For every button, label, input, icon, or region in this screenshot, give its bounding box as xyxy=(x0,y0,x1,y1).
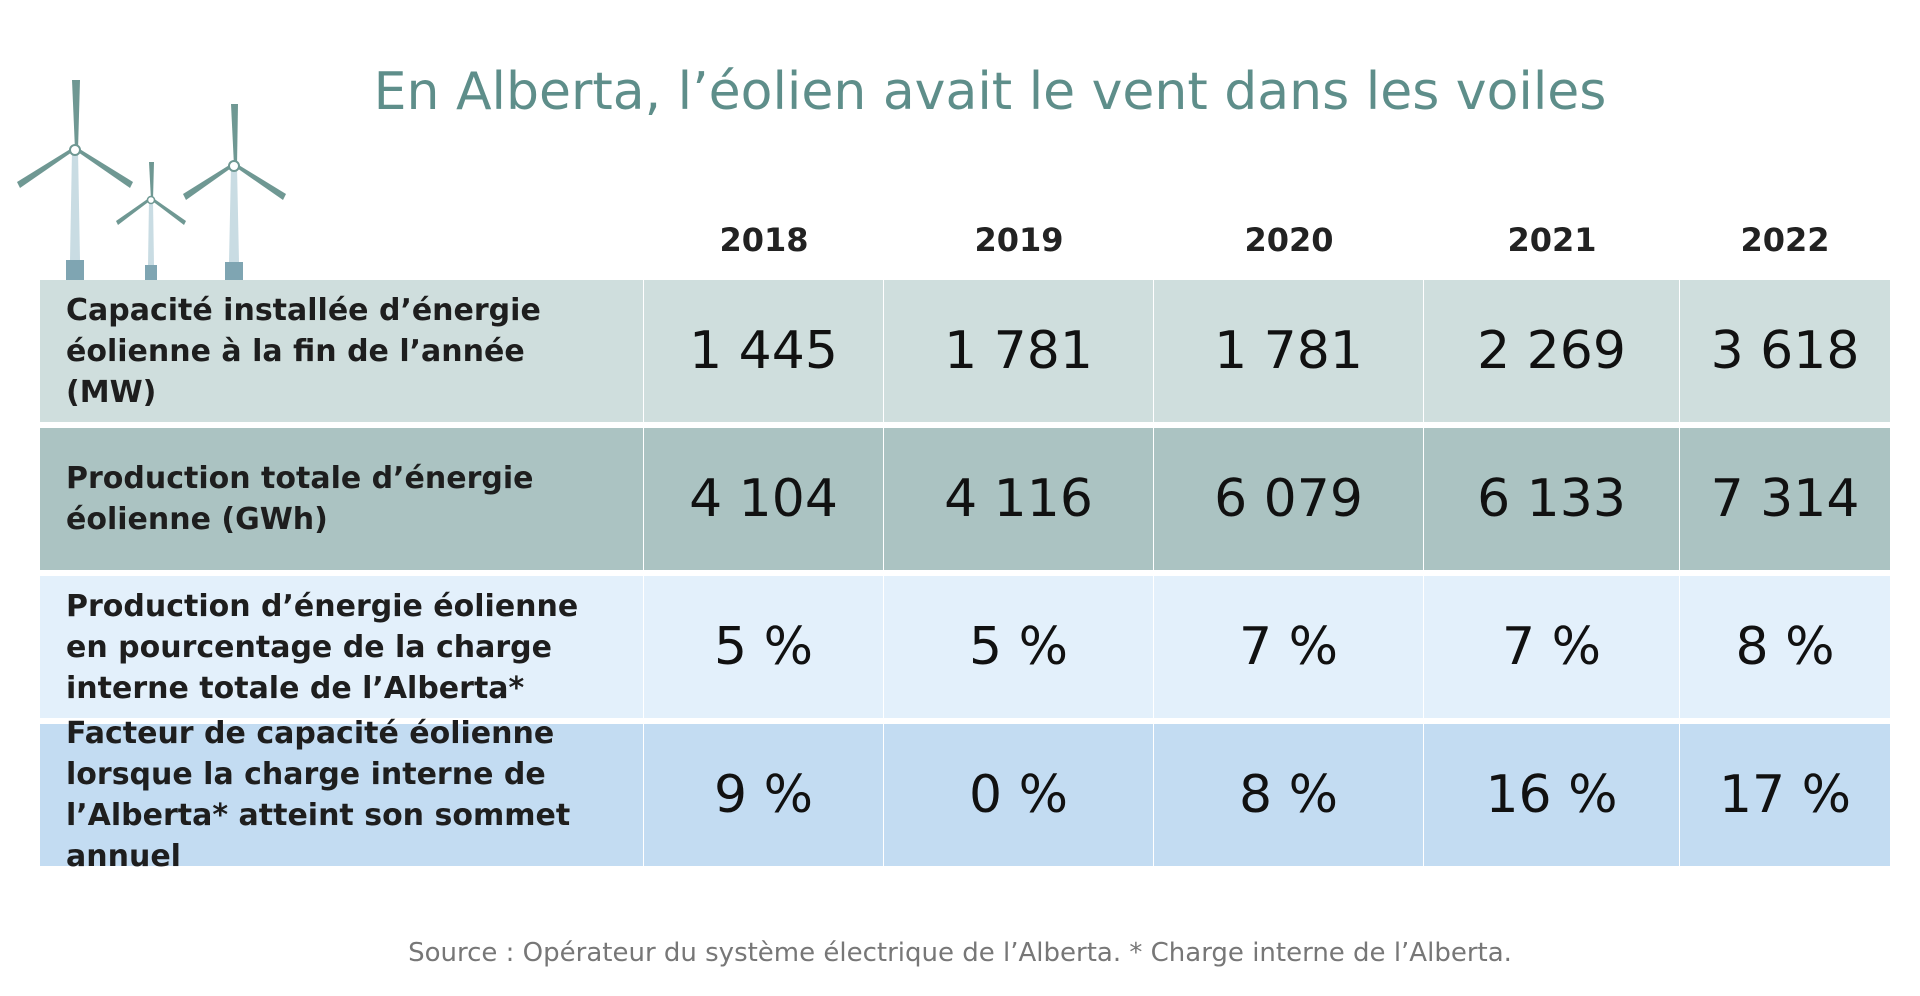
table-row: Production totale d’énergie éolienne (GW… xyxy=(40,428,1890,570)
table-cell: 16 % xyxy=(1424,724,1680,866)
table-cell: 9 % xyxy=(644,724,884,866)
table-cell: 2 269 xyxy=(1424,280,1680,422)
table-header-row: 2018 2019 2020 2021 2022 xyxy=(40,200,1890,280)
table-cell: 1 445 xyxy=(644,280,884,422)
table-cell: 6 133 xyxy=(1424,428,1680,570)
table-cell: 8 % xyxy=(1154,724,1424,866)
table-cell: 17 % xyxy=(1718,765,1852,825)
table-row: Capacité installée d’énergie éolienne à … xyxy=(40,280,1890,422)
column-header: 2022 xyxy=(1740,221,1830,259)
row-label: Capacité installée d’énergie éolienne à … xyxy=(40,280,644,422)
row-label: Production d’énergie éolienne en pourcen… xyxy=(40,576,644,718)
table-cell: 6 079 xyxy=(1154,428,1424,570)
row-label: Facteur de capacité éolienne lorsque la … xyxy=(40,716,644,874)
turbine-small-icon xyxy=(116,162,186,280)
data-table: 2018 2019 2020 2021 2022 Capacité instal… xyxy=(40,200,1890,874)
table-cell: 8 % xyxy=(1735,617,1835,677)
table-cell: 1 781 xyxy=(1154,280,1424,422)
table-cell: 4 104 xyxy=(644,428,884,570)
table-cell: 0 % xyxy=(884,724,1154,866)
table-cell: 1 781 xyxy=(884,280,1154,422)
column-header: 2019 xyxy=(974,221,1064,259)
turbine-left-icon xyxy=(17,80,133,280)
table-row: Facteur de capacité éolienne lorsque la … xyxy=(40,716,1890,874)
table-cell: 5 % xyxy=(884,576,1154,718)
column-header: 2020 xyxy=(1244,221,1334,259)
table-row: Production d’énergie éolienne en pourcen… xyxy=(40,576,1890,718)
table-cell: 7 % xyxy=(1424,576,1680,718)
column-header: 2018 xyxy=(719,221,809,259)
table-cell: 7 314 xyxy=(1710,469,1860,529)
table-cell: 3 618 xyxy=(1710,321,1860,381)
table-cell: 4 116 xyxy=(884,428,1154,570)
wind-turbines-icon xyxy=(17,80,286,280)
source-note: Source : Opérateur du système électrique… xyxy=(408,938,1512,968)
column-header: 2021 xyxy=(1507,221,1597,259)
turbine-right-icon xyxy=(183,104,286,280)
chart-title: En Alberta, l’éolien avait le vent dans … xyxy=(373,62,1607,122)
table-cell: 5 % xyxy=(644,576,884,718)
row-label: Production totale d’énergie éolienne (GW… xyxy=(40,428,644,570)
table-cell: 7 % xyxy=(1154,576,1424,718)
